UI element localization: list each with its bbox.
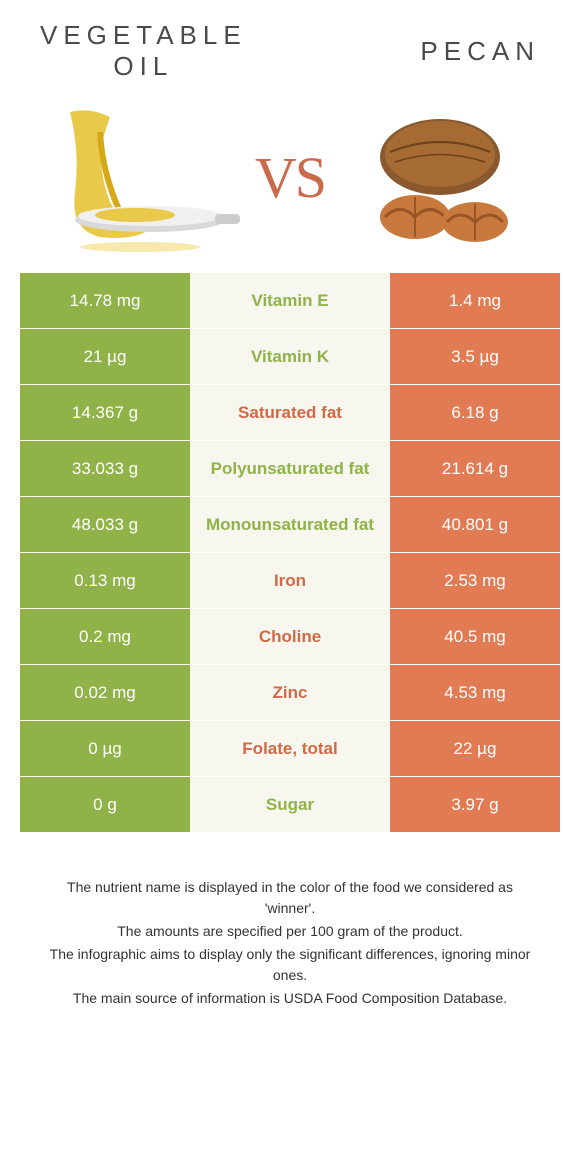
footnote-line: The infographic aims to display only the… <box>40 944 540 986</box>
nutrient-label: Choline <box>190 609 390 664</box>
table-row: 0 µgFolate, total22 µg <box>20 720 560 776</box>
left-value: 0 g <box>20 777 190 832</box>
vs-label: VS <box>255 144 325 211</box>
left-value: 0.13 mg <box>20 553 190 608</box>
right-food-title: PECAN <box>420 36 540 67</box>
left-value: 21 µg <box>20 329 190 384</box>
right-value: 21.614 g <box>390 441 560 496</box>
right-value: 2.53 mg <box>390 553 560 608</box>
right-value: 40.801 g <box>390 497 560 552</box>
left-food-image <box>40 102 240 252</box>
nutrient-label: Zinc <box>190 665 390 720</box>
table-row: 0.02 mgZinc4.53 mg <box>20 664 560 720</box>
table-row: 33.033 gPolyunsaturated fat21.614 g <box>20 440 560 496</box>
table-row: 14.367 gSaturated fat6.18 g <box>20 384 560 440</box>
left-value: 14.78 mg <box>20 273 190 328</box>
table-row: 21 µgVitamin K3.5 µg <box>20 328 560 384</box>
images-row: VS <box>0 92 580 272</box>
header: VEGETABLE OIL PECAN <box>0 0 580 92</box>
nutrient-label: Saturated fat <box>190 385 390 440</box>
right-value: 40.5 mg <box>390 609 560 664</box>
left-value: 14.367 g <box>20 385 190 440</box>
right-value: 4.53 mg <box>390 665 560 720</box>
nutrient-label: Vitamin E <box>190 273 390 328</box>
nutrient-label: Iron <box>190 553 390 608</box>
right-value: 1.4 mg <box>390 273 560 328</box>
left-value: 0 µg <box>20 721 190 776</box>
nutrient-label: Polyunsaturated fat <box>190 441 390 496</box>
right-value: 22 µg <box>390 721 560 776</box>
left-value: 0.02 mg <box>20 665 190 720</box>
footnote-line: The main source of information is USDA F… <box>40 988 540 1009</box>
nutrient-label: Sugar <box>190 777 390 832</box>
footnote-line: The nutrient name is displayed in the co… <box>40 877 540 919</box>
left-food-title: VEGETABLE OIL <box>40 20 247 82</box>
footnote-line: The amounts are specified per 100 gram o… <box>40 921 540 942</box>
nutrient-label: Folate, total <box>190 721 390 776</box>
right-value: 3.5 µg <box>390 329 560 384</box>
table-row: 48.033 gMonounsaturated fat40.801 g <box>20 496 560 552</box>
left-value: 0.2 mg <box>20 609 190 664</box>
table-row: 0 gSugar3.97 g <box>20 776 560 832</box>
right-value: 6.18 g <box>390 385 560 440</box>
right-value: 3.97 g <box>390 777 560 832</box>
nutrient-label: Vitamin K <box>190 329 390 384</box>
table-row: 14.78 mgVitamin E1.4 mg <box>20 272 560 328</box>
left-value: 33.033 g <box>20 441 190 496</box>
footnotes: The nutrient name is displayed in the co… <box>0 832 580 1009</box>
table-row: 0.13 mgIron2.53 mg <box>20 552 560 608</box>
left-value: 48.033 g <box>20 497 190 552</box>
table-row: 0.2 mgCholine40.5 mg <box>20 608 560 664</box>
right-food-image <box>340 102 540 252</box>
nutrient-label: Monounsaturated fat <box>190 497 390 552</box>
comparison-table: 14.78 mgVitamin E1.4 mg21 µgVitamin K3.5… <box>20 272 560 832</box>
